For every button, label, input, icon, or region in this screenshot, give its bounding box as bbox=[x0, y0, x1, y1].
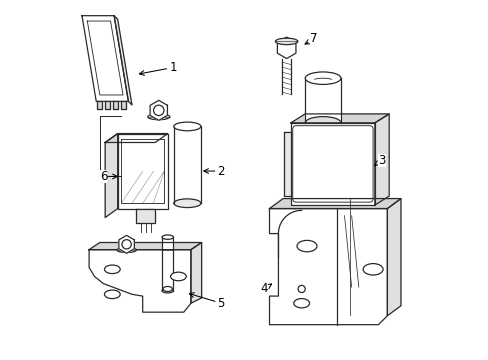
Polygon shape bbox=[135, 208, 155, 223]
Polygon shape bbox=[121, 102, 125, 109]
Text: 7: 7 bbox=[305, 32, 317, 45]
Polygon shape bbox=[89, 249, 190, 312]
Polygon shape bbox=[269, 199, 400, 208]
Polygon shape bbox=[190, 243, 201, 303]
Ellipse shape bbox=[104, 265, 120, 274]
Polygon shape bbox=[89, 243, 201, 249]
Ellipse shape bbox=[296, 240, 316, 252]
Polygon shape bbox=[162, 237, 173, 291]
Text: 4: 4 bbox=[260, 283, 271, 296]
Polygon shape bbox=[374, 114, 388, 205]
Polygon shape bbox=[386, 199, 400, 316]
Ellipse shape bbox=[173, 122, 201, 131]
Polygon shape bbox=[105, 134, 118, 217]
Polygon shape bbox=[82, 16, 128, 102]
Polygon shape bbox=[173, 126, 201, 203]
Polygon shape bbox=[277, 37, 295, 59]
Ellipse shape bbox=[305, 117, 340, 129]
Text: 2: 2 bbox=[203, 165, 224, 177]
Polygon shape bbox=[97, 102, 102, 109]
Polygon shape bbox=[269, 208, 386, 325]
Ellipse shape bbox=[162, 289, 173, 293]
Polygon shape bbox=[105, 134, 167, 143]
Polygon shape bbox=[113, 102, 118, 109]
Ellipse shape bbox=[298, 285, 305, 293]
Polygon shape bbox=[114, 16, 132, 105]
Ellipse shape bbox=[104, 290, 120, 298]
Ellipse shape bbox=[275, 38, 297, 45]
Ellipse shape bbox=[162, 235, 173, 239]
Polygon shape bbox=[290, 114, 388, 123]
Polygon shape bbox=[283, 132, 290, 196]
Ellipse shape bbox=[163, 287, 172, 292]
Polygon shape bbox=[118, 134, 167, 208]
Polygon shape bbox=[105, 102, 110, 109]
Text: 3: 3 bbox=[374, 154, 385, 167]
Polygon shape bbox=[282, 59, 291, 94]
Text: 1: 1 bbox=[139, 61, 177, 75]
Ellipse shape bbox=[363, 264, 382, 275]
Ellipse shape bbox=[117, 248, 136, 252]
Polygon shape bbox=[305, 78, 340, 123]
Ellipse shape bbox=[305, 72, 340, 85]
Ellipse shape bbox=[293, 298, 309, 308]
Polygon shape bbox=[150, 100, 167, 120]
Polygon shape bbox=[119, 235, 134, 253]
Polygon shape bbox=[290, 123, 374, 205]
Ellipse shape bbox=[147, 114, 169, 120]
Ellipse shape bbox=[170, 272, 186, 281]
Ellipse shape bbox=[173, 199, 201, 208]
Text: 6: 6 bbox=[100, 170, 117, 183]
Text: 5: 5 bbox=[189, 293, 224, 310]
